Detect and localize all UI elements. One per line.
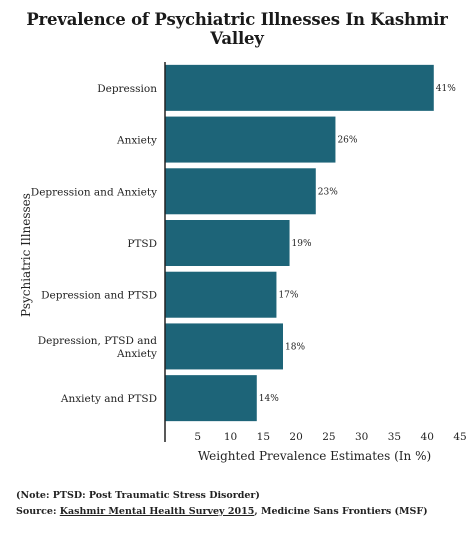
data-label: 26% bbox=[337, 136, 357, 146]
data-label: 23% bbox=[318, 187, 338, 197]
bar bbox=[165, 220, 290, 266]
data-label: 19% bbox=[292, 239, 312, 249]
x-tick-label: 5 bbox=[194, 431, 201, 443]
category-label: Anxiety bbox=[116, 135, 157, 147]
category-label: Depression bbox=[97, 83, 157, 95]
category-label: Depression and PTSD bbox=[41, 290, 157, 302]
bar bbox=[165, 64, 434, 111]
bar bbox=[165, 323, 283, 370]
footnote: (Note: PTSD: Post Traumatic Stress Disor… bbox=[16, 490, 260, 501]
x-tick-label: 20 bbox=[289, 431, 302, 443]
chart-title: Prevalence of Psychiatric Illnesses In K… bbox=[26, 10, 448, 48]
data-label: 41% bbox=[436, 84, 456, 94]
category-label: Anxiety and PTSD bbox=[60, 393, 157, 405]
source-link[interactable]: Kashmir Mental Health Survey 2015 bbox=[59, 506, 255, 517]
x-tick-label: 45 bbox=[453, 431, 466, 443]
x-tick-label: 10 bbox=[224, 431, 237, 443]
data-label: 14% bbox=[259, 394, 279, 404]
category-label: Depression and Anxiety bbox=[31, 186, 157, 198]
source-line: Source: Kashmir Mental Health Survey 201… bbox=[16, 506, 428, 517]
bar bbox=[165, 116, 336, 163]
x-tick-label: 35 bbox=[388, 431, 401, 443]
data-label: 17% bbox=[278, 291, 298, 301]
category-label: Anxiety bbox=[116, 348, 157, 360]
bar-chart: 41% Depression 26% Anxiety 23% Depression and… bbox=[19, 62, 467, 463]
source-suffix: , Medicine Sans Frontiers (MSF) bbox=[254, 506, 428, 517]
x-tick-label: 40 bbox=[421, 431, 434, 443]
category-label: PTSD bbox=[127, 238, 157, 250]
bar bbox=[165, 375, 257, 422]
y-axis-label: Psychiatric Illnesses bbox=[19, 193, 33, 317]
bar bbox=[165, 271, 277, 318]
x-tick-label: 25 bbox=[322, 431, 335, 443]
source-prefix: Source: bbox=[16, 506, 60, 517]
category-label: Depression, PTSD and bbox=[38, 335, 158, 347]
data-label: 18% bbox=[285, 342, 305, 352]
bar bbox=[165, 168, 316, 215]
x-axis-label: Weighted Prevalence Estimates (In %) bbox=[198, 449, 431, 463]
x-tick-label: 30 bbox=[355, 431, 368, 443]
x-tick-label: 15 bbox=[257, 431, 270, 443]
